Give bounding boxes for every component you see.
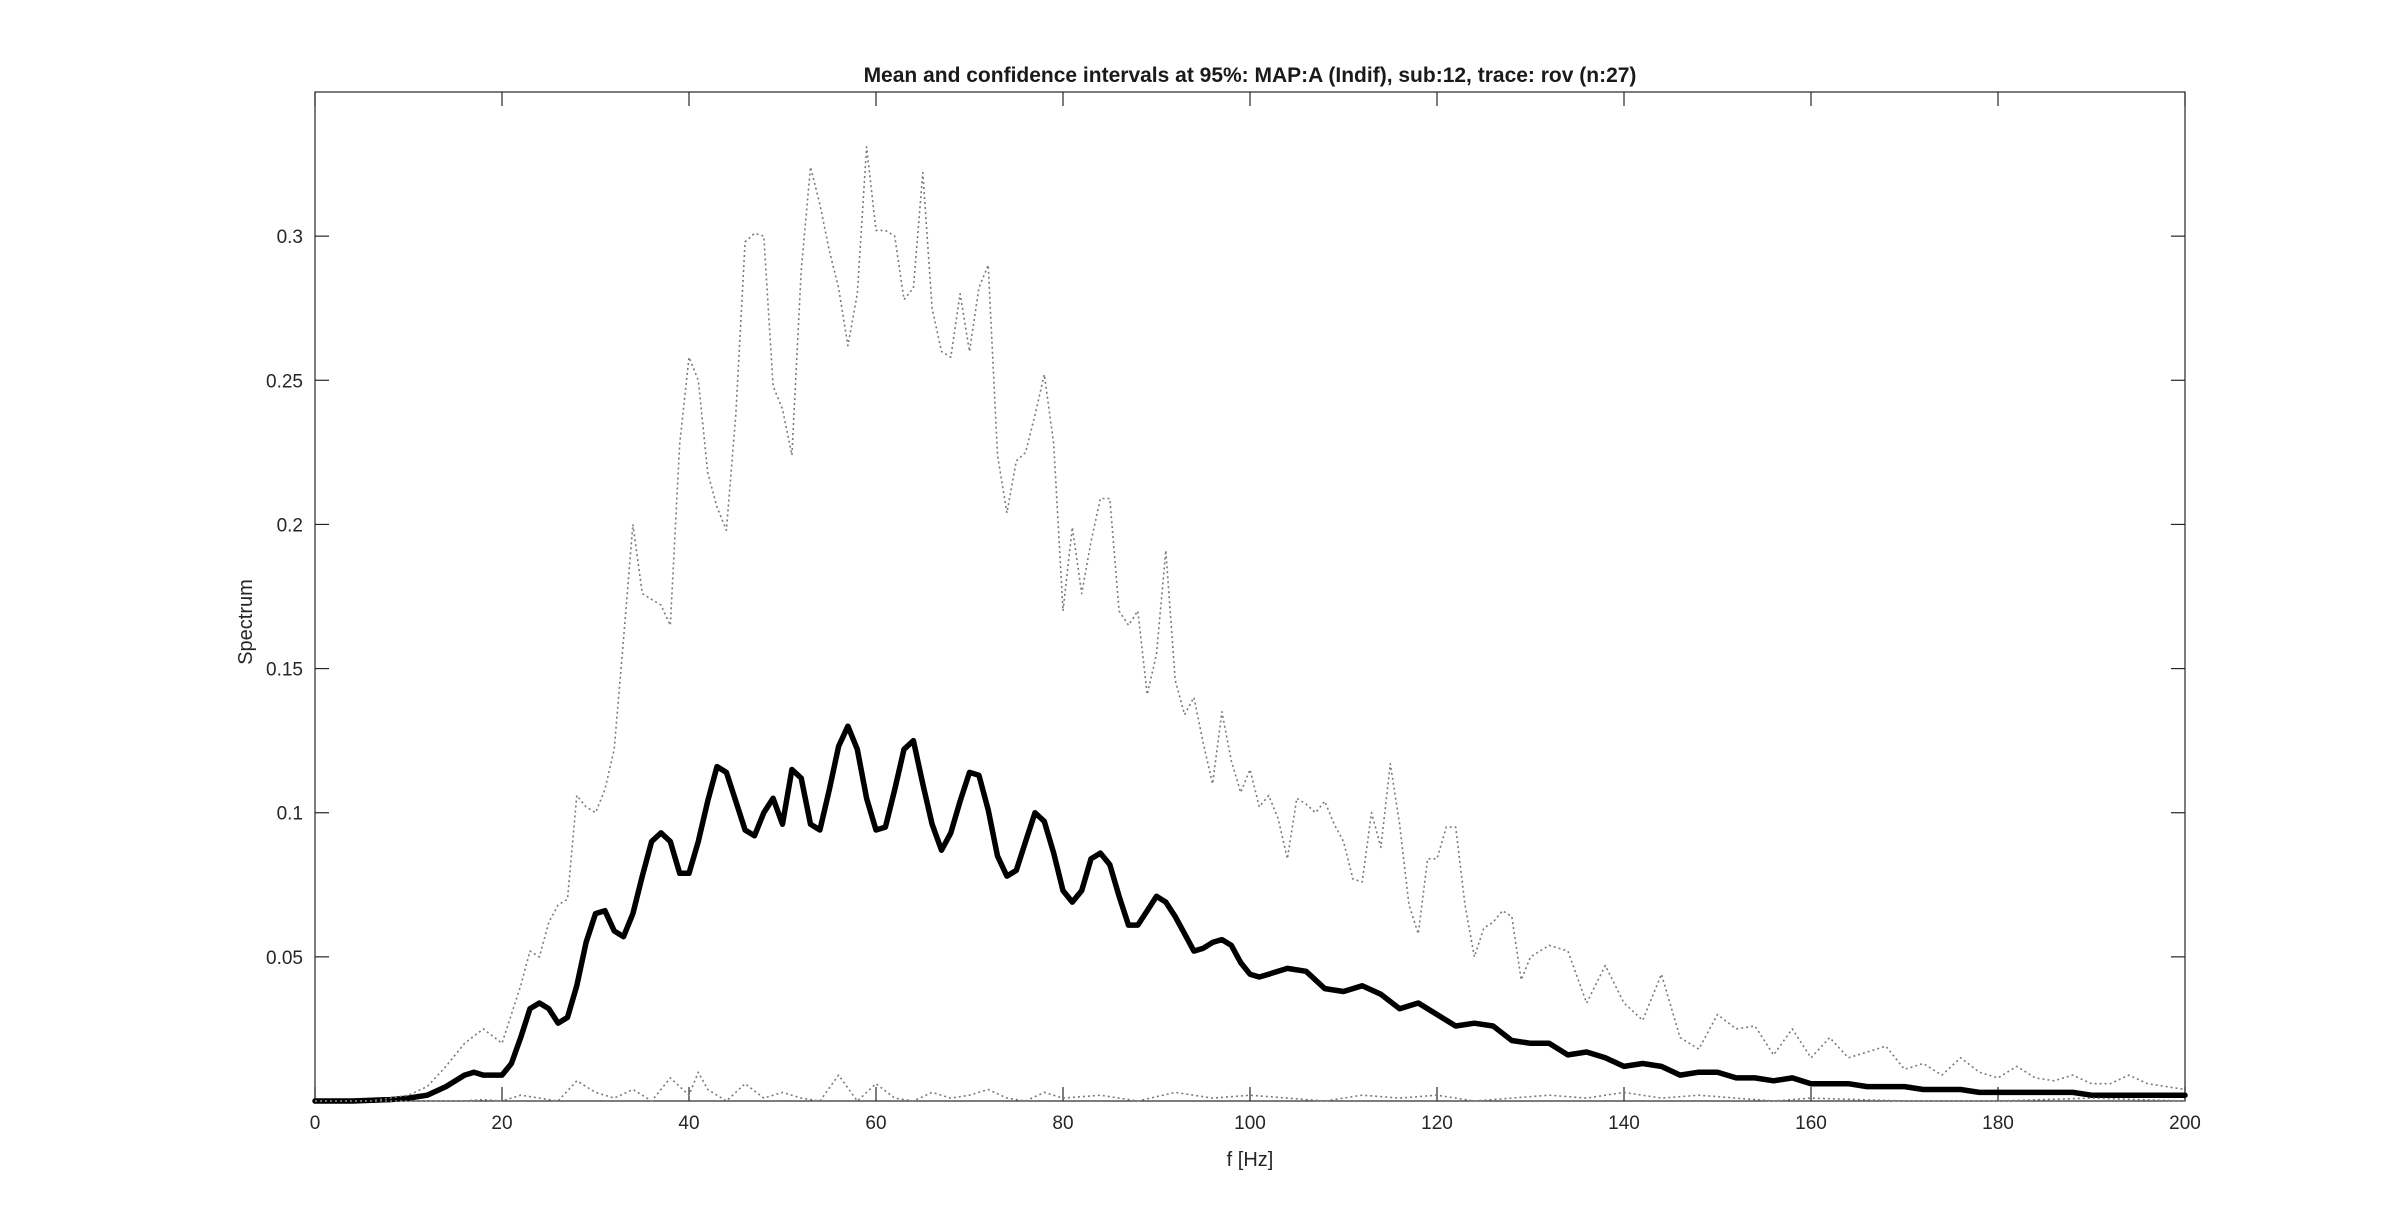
y-tick-label: 0.2 [277,515,303,536]
x-tick-label: 80 [1052,1113,1073,1134]
x-tick-label: 160 [1795,1113,1827,1134]
y-tick-label: 0.3 [277,227,303,248]
x-tick-label: 200 [2169,1113,2201,1134]
plot-area: 0 20 40 60 80 100 120 140 160 180 200 0.05 0.1 0.15 0.… [266,91,2201,1134]
x-tick-label: 100 [1234,1113,1266,1134]
series-upper-ci-line [315,146,2186,1102]
x-tick-label: 120 [1421,1113,1453,1134]
x-tick-label: 40 [678,1113,699,1134]
y-tick-label: 0.05 [266,948,303,969]
y-tick-label: 0.15 [266,660,303,681]
series-mean-line [312,723,2188,1104]
y-tick-label: 0.1 [277,804,303,825]
x-axis-label: f [Hz] [1227,1149,1274,1171]
x-tick-label: 20 [491,1113,512,1134]
x-tick-label: 60 [865,1113,886,1134]
series-lower-ci-line [315,1071,2186,1102]
y-tick-label: 0.25 [266,371,303,392]
x-tick-label: 180 [1982,1113,2014,1134]
x-tick-label: 0 [310,1113,321,1134]
chart-title: Mean and confidence intervals at 95%: MA… [864,64,1637,87]
y-axis-label: Spectrum [235,579,257,665]
x-tick-label: 140 [1608,1113,1640,1134]
